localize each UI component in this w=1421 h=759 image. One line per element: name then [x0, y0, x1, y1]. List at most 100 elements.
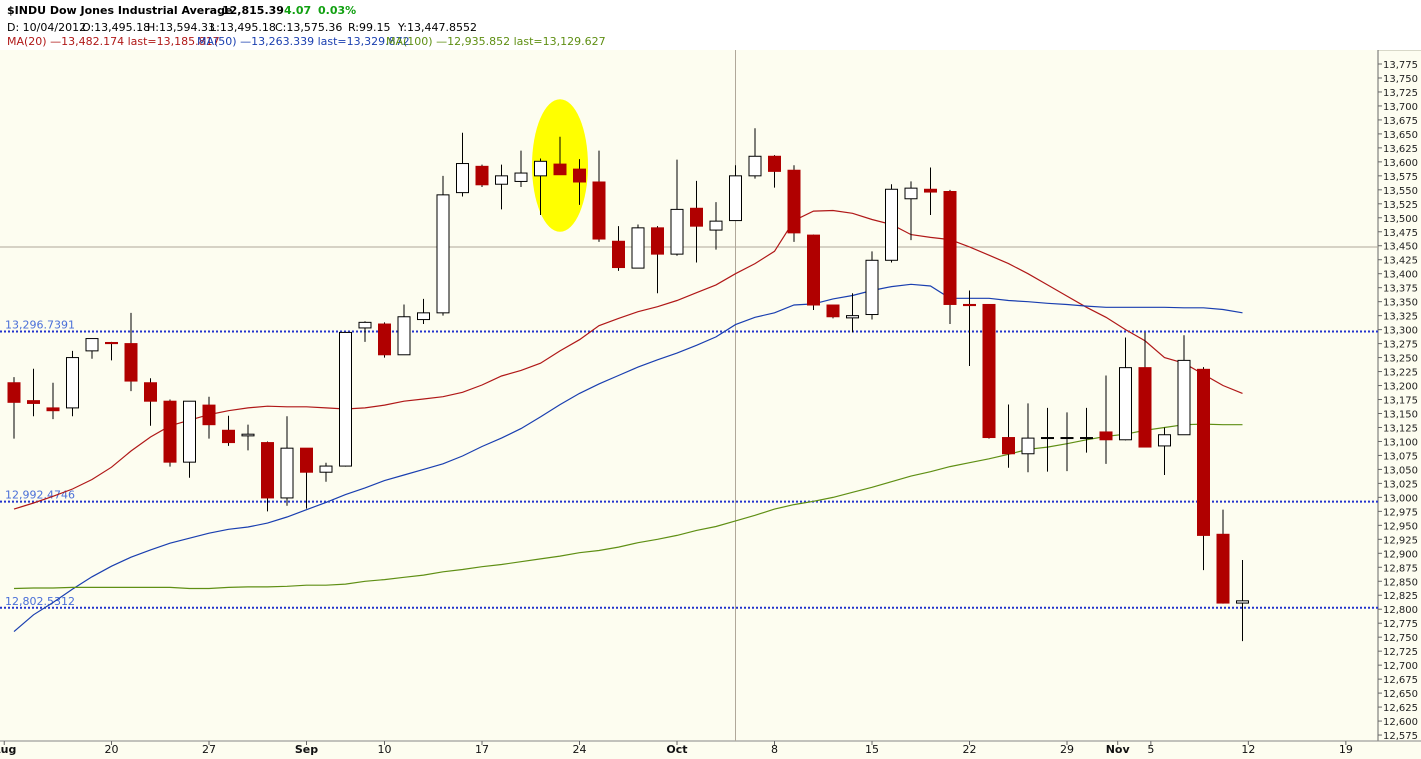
price-change: 4.07 — [284, 4, 312, 17]
candle-body-38 — [748, 155, 762, 177]
ohlc-high: H:13,594.33 — [147, 21, 215, 34]
x-tick-label-1: 20 — [105, 743, 119, 756]
candle-body-11 — [222, 429, 235, 444]
y-tick-label-14: 13,425 — [1383, 256, 1418, 267]
y-tick-label-24: 13,175 — [1383, 396, 1418, 407]
ohlc-low: L:13,495.18 — [210, 21, 276, 34]
y-tick-label-44: 12,675 — [1383, 675, 1418, 686]
candle-body-4 — [85, 338, 99, 352]
y-tick-label-31: 13,000 — [1383, 493, 1418, 504]
candle-body-10 — [202, 404, 216, 426]
y-tick-label-23: 13,200 — [1383, 382, 1418, 393]
x-tick-label-0: Aug — [0, 743, 16, 756]
candle-body-42 — [826, 304, 840, 318]
candle-body-30 — [592, 181, 606, 240]
candle-body-28 — [553, 163, 567, 176]
candle-body-33 — [651, 227, 664, 255]
candle-body-45 — [885, 188, 898, 261]
x-tick-label-7: Oct — [666, 743, 687, 756]
symbol-title: $INDU Dow Jones Industrial Average — [7, 4, 233, 17]
level-label-0: 13,296.7391 — [5, 318, 75, 331]
y-tick-label-40: 12,775 — [1383, 619, 1418, 630]
candle-body-26 — [514, 172, 528, 182]
x-tick-label-2: 27 — [202, 743, 216, 756]
y-tick-label-28: 13,075 — [1383, 451, 1418, 462]
candle-body-20 — [397, 316, 411, 356]
candle-body-25 — [495, 175, 508, 185]
candle-body-62 — [1216, 533, 1230, 604]
y-tick-label-46: 12,625 — [1383, 703, 1418, 714]
y-tick-label-18: 13,325 — [1383, 312, 1418, 323]
candle-body-52 — [1021, 437, 1035, 455]
ma50-legend: MA(50) —13,263.339 last=13,329.872 — [197, 35, 410, 48]
y-tick-label-12: 13,475 — [1383, 228, 1418, 239]
ohlc-date: D: 10/04/2012 — [7, 21, 87, 34]
y-tick-label-9: 13,550 — [1383, 186, 1418, 197]
y-tick-label-36: 12,875 — [1383, 563, 1418, 574]
percent-change: 0.03% — [318, 4, 357, 17]
ohlc-open: O:13,495.18 — [82, 21, 151, 34]
candle-body-5 — [105, 341, 118, 345]
y-tick-label-1: 13,750 — [1383, 74, 1418, 85]
y-tick-label-3: 13,700 — [1383, 102, 1418, 113]
y-tick-label-47: 12,600 — [1383, 717, 1418, 728]
candle-body-23 — [456, 163, 469, 194]
y-tick-label-26: 13,125 — [1383, 423, 1418, 434]
y-tick-label-42: 12,725 — [1383, 647, 1418, 658]
candle-body-12 — [241, 433, 255, 437]
y-tick-label-35: 12,900 — [1383, 549, 1418, 560]
candle-body-13 — [261, 442, 274, 499]
y-tick-label-43: 12,700 — [1383, 661, 1418, 672]
y-tick-label-29: 13,050 — [1383, 465, 1418, 476]
y-tick-label-21: 13,250 — [1383, 354, 1418, 365]
y-tick-label-19: 13,300 — [1383, 326, 1418, 337]
candle-body-40 — [787, 169, 801, 234]
y-tick-label-34: 12,925 — [1383, 535, 1418, 546]
y-tick-label-8: 13,575 — [1383, 172, 1418, 183]
candle-body-35 — [690, 207, 703, 227]
candle-body-53 — [1041, 437, 1054, 440]
candle-body-3 — [66, 357, 79, 409]
candle-body-24 — [475, 165, 489, 186]
candle-body-32 — [631, 227, 645, 269]
candle-body-46 — [904, 187, 918, 200]
candle-body-54 — [1060, 437, 1074, 440]
candle-body-44 — [865, 259, 879, 316]
y-tick-label-45: 12,650 — [1383, 689, 1418, 700]
candle-body-14 — [280, 447, 294, 499]
y-tick-label-13: 13,450 — [1383, 242, 1418, 253]
candle-body-60 — [1177, 359, 1191, 436]
ma-line-1 — [13, 283, 1243, 633]
candle-body-41 — [807, 234, 820, 306]
y-tick-label-41: 12,750 — [1383, 633, 1418, 644]
candle-body-6 — [124, 343, 138, 382]
candle-body-51 — [1002, 437, 1015, 455]
y-tick-label-10: 13,525 — [1383, 200, 1418, 211]
y-tick-label-48: 12,575 — [1383, 731, 1418, 742]
ma100-legend: MA(100) —12,935.852 last=13,129.627 — [386, 35, 606, 48]
y-tick-label-15: 13,400 — [1383, 270, 1418, 281]
cursor-y: Y:13,447.8552 — [398, 21, 477, 34]
candle-body-36 — [709, 220, 723, 231]
candle-body-16 — [319, 465, 333, 473]
candle-body-56 — [1099, 431, 1113, 441]
y-tick-label-38: 12,825 — [1383, 591, 1418, 602]
candle-body-0 — [7, 382, 21, 403]
chart-header: $INDU Dow Jones Industrial Average 12,81… — [0, 0, 1421, 51]
candle-body-55 — [1080, 437, 1093, 440]
y-tick-label-25: 13,150 — [1383, 410, 1418, 421]
ma-line-0 — [13, 209, 1243, 510]
x-tick-label-11: 29 — [1060, 743, 1074, 756]
ma-line-2 — [13, 423, 1243, 590]
x-tick-label-3: Sep — [295, 743, 318, 756]
candle-body-19 — [378, 323, 391, 356]
y-tick-label-27: 13,100 — [1383, 437, 1418, 448]
candle-body-29 — [573, 168, 586, 183]
x-tick-label-9: 15 — [865, 743, 879, 756]
ohlc-range: R:99.15 — [348, 21, 391, 34]
ohlc-close: C:13,575.36 — [275, 21, 343, 34]
candle-body-49 — [963, 303, 976, 307]
ma20-legend: MA(20) —13,482.174 last=13,185.817 — [7, 35, 220, 48]
y-tick-label-32: 12,975 — [1383, 507, 1418, 518]
